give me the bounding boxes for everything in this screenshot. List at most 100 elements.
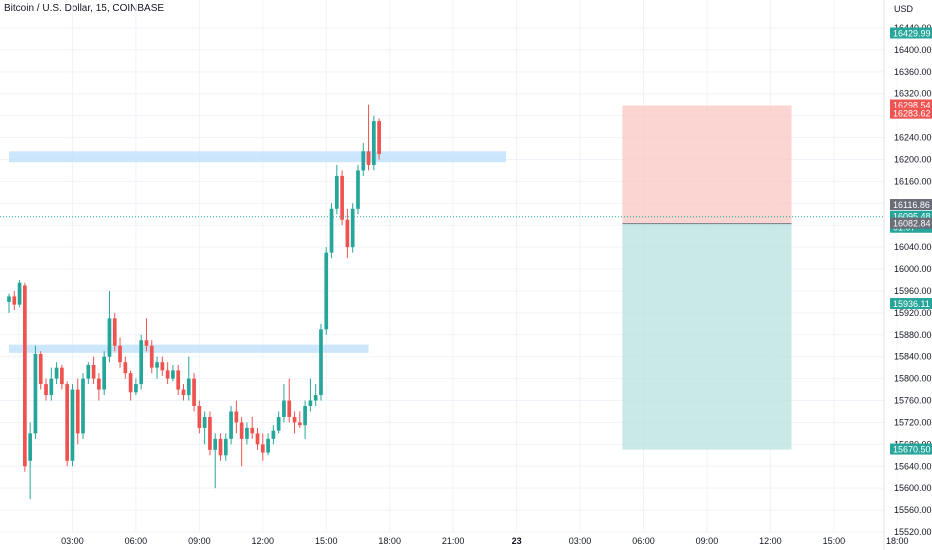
price-tag-bg [890,99,932,111]
candle-up [313,384,318,406]
candle-body [28,433,33,461]
candle-up [17,280,22,308]
candle-up [266,433,270,456]
x-tick-label: 18:00 [886,536,909,546]
y-tick-label: 15920.00 [894,308,932,318]
price-tag: 16298.54 [890,99,932,111]
candle-body [75,389,80,434]
candle-body [260,444,265,453]
candle-body [23,285,27,467]
price-tag-label: 16095.48 [893,212,931,222]
y-tick-label: 15800.00 [894,374,932,384]
price-tag: 16429.99 [890,27,932,39]
price-tag-label: 15670.50 [893,445,931,455]
x-tick-label: 23 [512,536,522,546]
x-tick-label: 06:00 [632,536,655,546]
zones [9,151,507,353]
candle-body [345,219,350,248]
candle-body [366,151,371,165]
candle-body [271,430,276,439]
candle-body [361,151,366,171]
candle-down [60,364,64,390]
candle-body [245,427,249,439]
candle-body [334,175,339,209]
candle-body [371,121,376,165]
candle-body [70,389,75,461]
candle-up [276,411,281,434]
candle-up [81,373,85,439]
price-tag-bg [890,107,932,119]
stop-zone[interactable] [622,105,792,224]
candle-body [324,252,329,330]
price-tag-bg [890,27,932,39]
candle-up [7,293,11,313]
candle-body [350,208,355,248]
candle-up [223,433,228,461]
x-tick-label: 03:00 [61,536,84,546]
candle-down [144,318,149,352]
candle-down [112,312,117,352]
candle-body [192,378,196,406]
y-tick-label: 15520.00 [894,527,932,537]
candle-body [297,422,302,426]
price-tag-bg [890,199,932,211]
price-tag: 15670.50 [890,443,932,455]
short-position-tool[interactable] [622,105,792,450]
candle-down [149,340,154,374]
price-tag-bg [890,217,932,229]
y-tick-label: 16240.00 [894,133,932,143]
candle-down [192,373,196,412]
candle-down [366,104,371,171]
candle-body [91,364,96,379]
y-tick-label: 16160.00 [894,176,932,186]
y-tick-label: 16000.00 [894,264,932,274]
candle-body [340,175,344,220]
candle-down [377,118,381,160]
candle-body [118,345,122,363]
price-tag: 16116.86 [890,199,932,211]
y-tick-label: 15640.00 [894,461,932,471]
candle-body [86,364,91,379]
y-tick-label: 15720.00 [894,417,932,427]
candle-down [128,370,133,401]
x-tick-label: 06:00 [125,536,148,546]
candle-body [255,433,260,445]
zone-rect[interactable] [9,344,369,353]
candle-body [7,296,11,302]
chart-title: Bitcoin / U.S. Dollar, 15, COINBASE [4,3,165,14]
candle-body [123,362,128,374]
candle-body [165,370,170,379]
candle-up [28,422,33,500]
price-tag-bg [890,443,932,455]
candle-body [181,389,186,396]
candle-down [260,433,265,461]
price-tag: 16082.84 [890,217,932,229]
candle-down [218,433,223,461]
candle-down [65,381,70,467]
candle-body [292,416,297,423]
x-tick-label: 12:00 [759,536,782,546]
candle-up [171,364,175,382]
candle-body [97,378,101,390]
target-zone[interactable] [622,223,792,450]
x-tick-label: 21:00 [442,536,465,546]
candle-up [271,425,276,445]
candle-body [319,329,323,396]
time-axis[interactable]: 03:00 06:00 09:00 12:00 15:00 18:00 21:00 23 03:… [61,536,908,546]
y-tick-label: 16200.00 [894,154,932,164]
candle-up [107,290,112,363]
y-tick-label: 15960.00 [894,286,932,296]
candle-down [345,208,350,259]
price-tag-label: 16429.99 [893,28,931,38]
candle-body [276,416,281,431]
price-axis[interactable]: USD 16440.0016400.0016360.0016320.001628… [883,0,932,550]
x-tick-label: 12:00 [252,536,275,546]
y-tick-label: 15560.00 [894,505,932,515]
y-tick-label: 16360.00 [894,67,932,77]
zone-rect[interactable] [9,151,507,163]
candle-down [176,364,181,396]
candle-up [245,422,249,445]
candle-body [308,400,313,406]
